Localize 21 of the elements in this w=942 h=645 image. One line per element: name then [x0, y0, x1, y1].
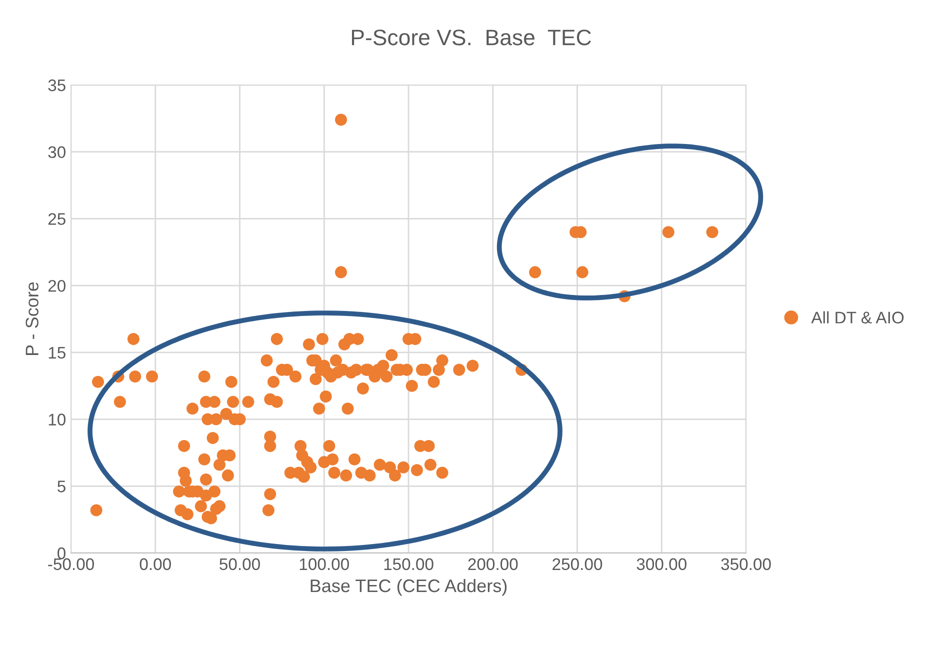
x-tick-label: 350.00 — [721, 558, 771, 570]
y-tick-label: 25 — [48, 213, 66, 225]
y-tick-label: 10 — [48, 414, 66, 426]
y-tick-label: 0 — [58, 547, 66, 560]
y-tick-label: 15 — [48, 347, 66, 359]
x-tick-label: 150.00 — [384, 558, 434, 570]
x-tick-label: 200.00 — [468, 558, 518, 570]
y-tick-label: 20 — [48, 280, 66, 292]
y-tick-label: 5 — [58, 480, 66, 492]
x-tick-label: 250.00 — [552, 558, 602, 570]
x-tick-label: 0.00 — [140, 558, 171, 570]
legend-label: All DT & AIO — [811, 311, 904, 324]
y-axis-title: P - Score — [26, 282, 38, 355]
y-tick-label: 35 — [48, 79, 66, 92]
x-tick-label: 300.00 — [636, 558, 686, 570]
x-tick-label: 100.00 — [300, 558, 349, 570]
y-tick-label: 30 — [48, 146, 66, 158]
x-tick-label: 50.00 — [220, 558, 260, 570]
x-axis-title: Base TEC (CEC Adders) — [310, 578, 507, 596]
chart-title: P-Score VS. Base TEC — [352, 30, 591, 46]
x-tick-label: -50.00 — [48, 558, 94, 570]
